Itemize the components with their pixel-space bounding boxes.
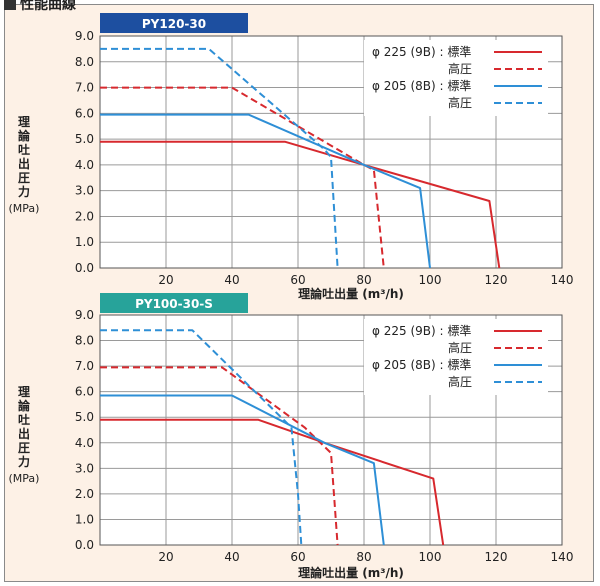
legend-label: 高圧 — [448, 61, 472, 76]
y-tick-label: 6.0 — [75, 106, 94, 120]
plot-border — [99, 314, 563, 546]
y-axis-label-char: 理 — [18, 385, 30, 399]
legend-label: φ 205 (8B) : 標準 — [372, 357, 471, 372]
y-axis-label-char: 吐 — [18, 142, 30, 157]
y-axis-label-char: 圧 — [18, 441, 30, 455]
legend-label: 高圧 — [448, 374, 472, 389]
legend-label: 高圧 — [448, 340, 472, 355]
y-axis-label-char: 圧 — [18, 171, 30, 185]
y-axis-label-char: 出 — [18, 426, 30, 441]
y-tick-label: 7.0 — [75, 81, 94, 95]
y-tick-label: 3.0 — [75, 184, 94, 198]
x-axis-label: 理論吐出量 (m³/h) — [298, 286, 404, 301]
heading-text: 性能曲線 — [20, 0, 76, 13]
x-axis-label: 理論吐出量 (m³/h) — [298, 565, 404, 580]
x-tick-label: 100 — [419, 550, 442, 564]
y-tick-label: 1.0 — [75, 235, 94, 249]
y-tick-label: 4.0 — [75, 158, 94, 172]
y-axis-label-char: 力 — [18, 184, 30, 199]
x-tick-label: 120 — [485, 273, 508, 287]
x-tick-label: 120 — [485, 550, 508, 564]
y-tick-label: 1.0 — [75, 512, 94, 526]
x-tick-label: 80 — [356, 273, 371, 287]
y-axis-label-char: 理 — [18, 115, 30, 129]
chart-panel-2: PY100-30-S 0.0 1.0 2.0 3.0 4.0 5.0 6.0 7.0 8.0 9.0… — [9, 293, 574, 580]
y-tick-label: 2.0 — [75, 487, 94, 501]
chart-panel-1: PY120-30 0.0 1.0 2.0 3.0 4.0 5.0 6.0 7.0 8.0 9.0 20… — [9, 13, 574, 301]
y-tick-label: 5.0 — [75, 410, 94, 424]
y-tick-label: 4.0 — [75, 436, 94, 450]
y-axis-unit: (MPa) — [9, 472, 40, 485]
y-tick-label: 6.0 — [75, 385, 94, 399]
y-axis-label-char: 出 — [18, 156, 30, 171]
y-tick-label: 2.0 — [75, 209, 94, 223]
x-tick-label: 60 — [290, 273, 305, 287]
plot-border — [99, 35, 563, 269]
chart-title-tab — [100, 13, 248, 33]
series-line-3 — [100, 113, 431, 269]
x-tick-label: 20 — [158, 273, 173, 287]
series-line-2 — [100, 366, 339, 546]
series-line-4 — [100, 329, 303, 546]
series-line-3 — [100, 394, 385, 546]
y-tick-label: 8.0 — [75, 334, 94, 348]
x-tick-label: 100 — [419, 273, 442, 287]
chart-title: PY100-30-S — [135, 297, 213, 311]
x-tick-label: 40 — [224, 550, 239, 564]
x-tick-label: 60 — [290, 550, 305, 564]
y-tick-label: 8.0 — [75, 55, 94, 69]
series-line-4 — [100, 47, 339, 269]
chart-title: PY120-30 — [142, 17, 206, 31]
legend-label: φ 225 (9B) : 標準 — [372, 44, 471, 59]
y-axis-label-char: 力 — [18, 454, 30, 469]
y-tick-label: 0.0 — [75, 538, 94, 552]
y-tick-label: 9.0 — [75, 29, 94, 43]
y-axis-label-char: 論 — [18, 398, 31, 413]
x-tick-label: 140 — [551, 273, 574, 287]
heading-square-icon — [4, 0, 16, 10]
series-line-2 — [100, 86, 385, 269]
y-tick-label: 7.0 — [75, 359, 94, 373]
x-tick-label: 40 — [224, 273, 239, 287]
y-axis-unit: (MPa) — [9, 202, 40, 215]
legend-label: φ 205 (8B) : 標準 — [372, 78, 471, 93]
legend-label: 高圧 — [448, 95, 472, 110]
y-tick-label: 0.0 — [75, 261, 94, 275]
chart-title-tab — [100, 293, 248, 313]
y-tick-label: 9.0 — [75, 308, 94, 322]
x-tick-label: 80 — [356, 550, 371, 564]
figure-heading: 性能曲線 — [4, 0, 76, 14]
x-tick-label: 140 — [551, 550, 574, 564]
y-tick-label: 3.0 — [75, 461, 94, 475]
y-tick-label: 5.0 — [75, 132, 94, 146]
y-axis-label-char: 論 — [18, 128, 31, 143]
y-axis-label-char: 吐 — [18, 412, 30, 427]
legend-label: φ 225 (9B) : 標準 — [372, 323, 471, 338]
x-tick-label: 20 — [158, 550, 173, 564]
